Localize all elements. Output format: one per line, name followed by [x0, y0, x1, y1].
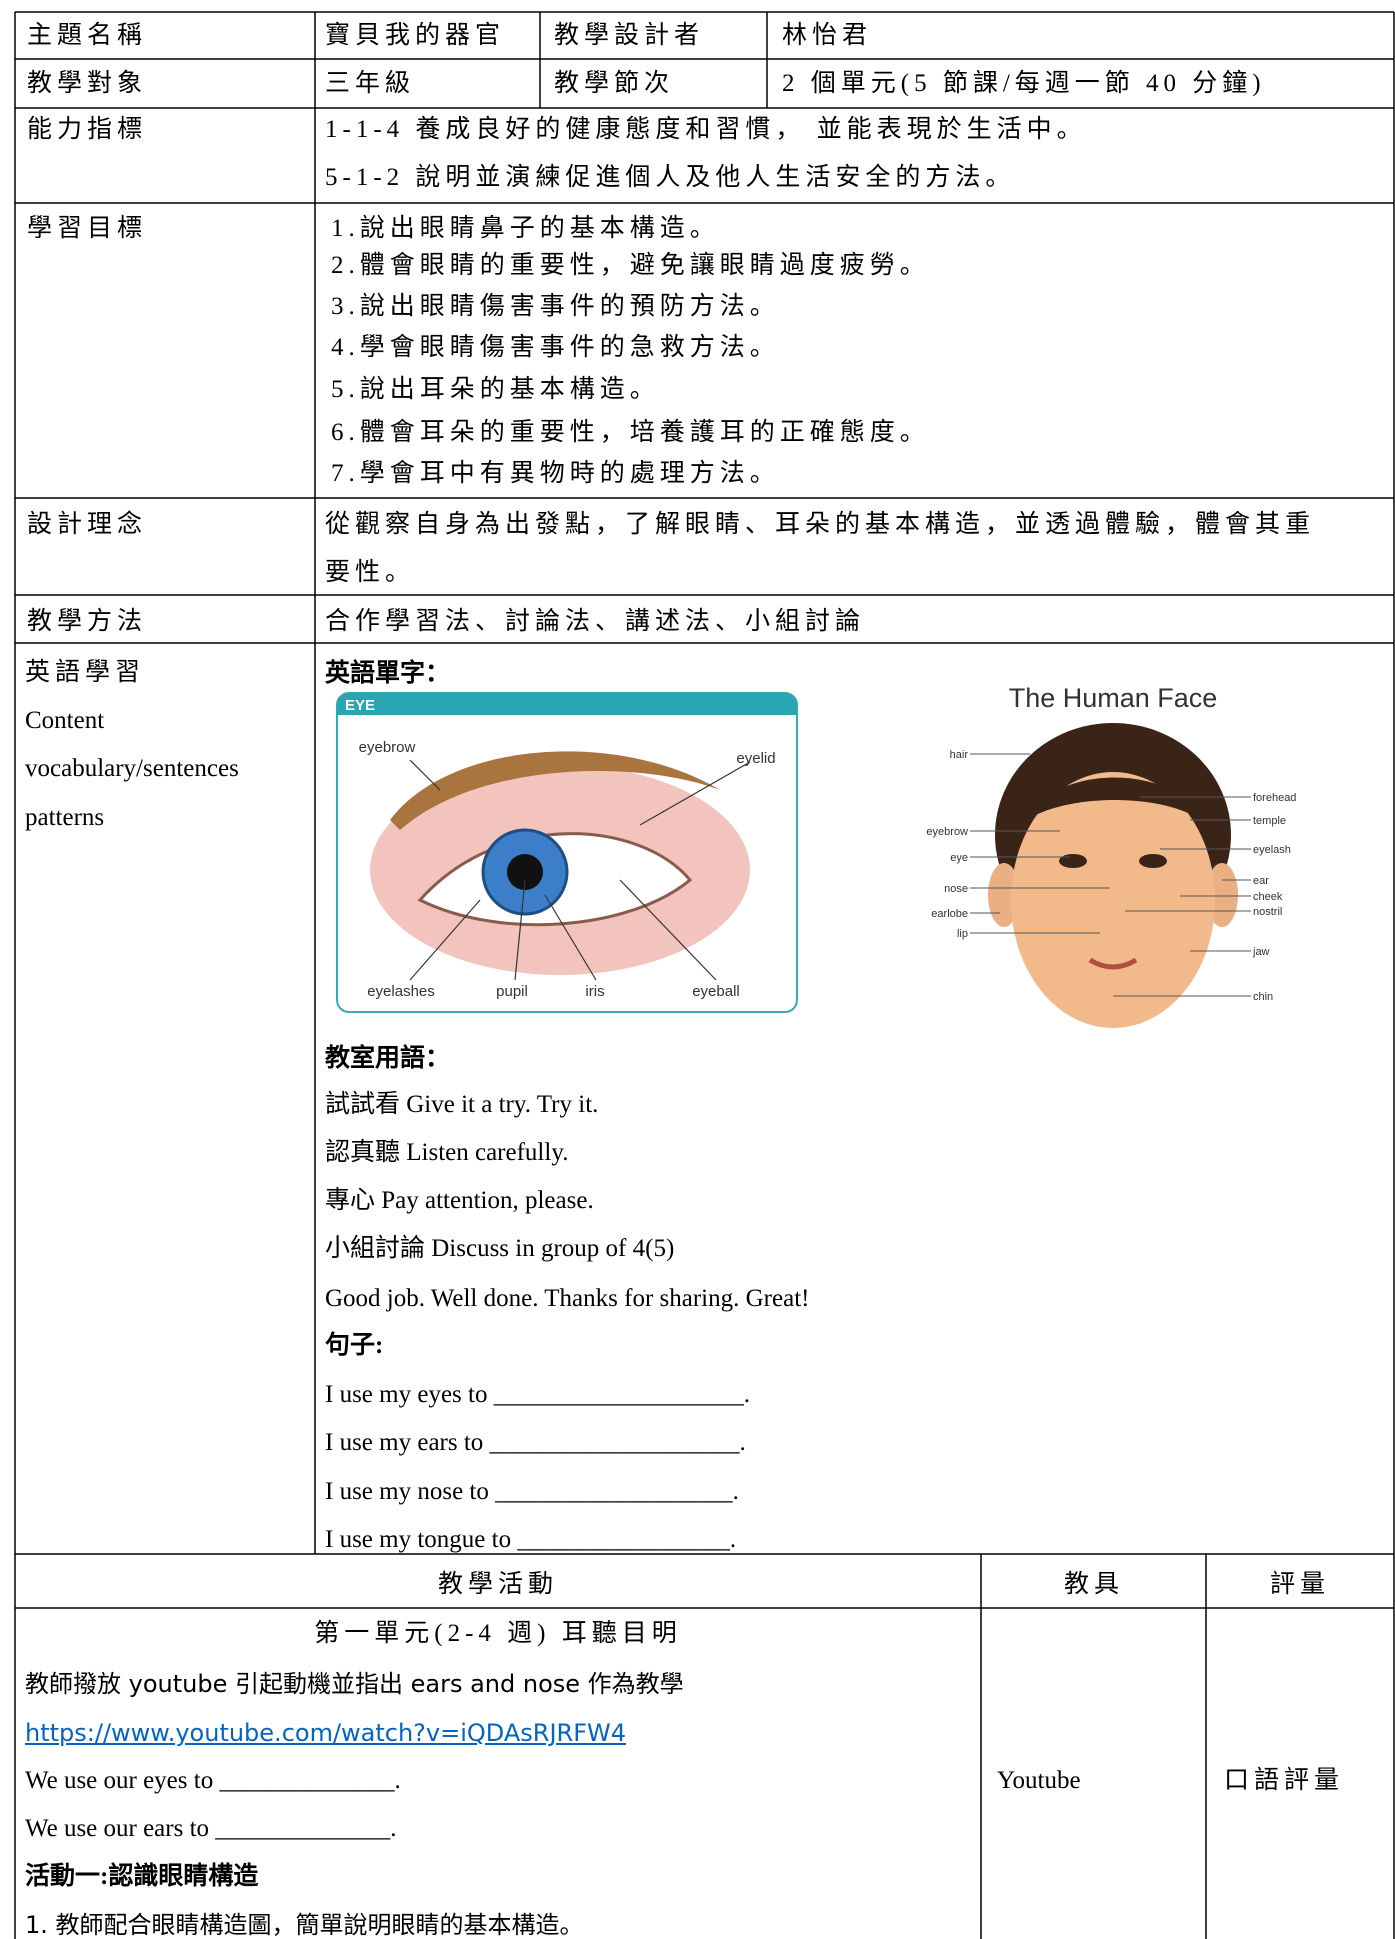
cell-text: 寶貝我的器官 [325, 22, 506, 49]
sentence: I use my eyes to ____________________. [325, 1381, 750, 1408]
phrase: Good job. Well done. Thanks for sharing.… [325, 1285, 810, 1312]
intro: 教師撥放 youtube 引起動機並指出 ears and nose 作為教學 [25, 1670, 684, 1698]
row-label: patterns [25, 804, 105, 831]
row-label: Content [25, 707, 105, 734]
method-text: 合作學習法、討論法、講述法、小組討論 [325, 608, 866, 635]
figure-label: hair [950, 749, 969, 761]
row-label: 設計理念 [27, 511, 148, 538]
row-label: vocabulary/sentences [25, 755, 239, 782]
heading: 英語單字： [325, 660, 451, 687]
goal-line: 1.說出眼睛鼻子的基本構造。 [331, 215, 720, 242]
activity-title: 活動一:認識眼睛構造 [25, 1863, 259, 1890]
cell-text: 教學設計者 [554, 22, 705, 49]
figure-label: earlobe [931, 908, 968, 920]
goal-line: 4.學會眼睛傷害事件的急救方法。 [331, 334, 780, 361]
phrase: 認真聽 Listen carefully. [325, 1139, 569, 1166]
phrase: 專心 Pay attention, please. [325, 1187, 594, 1214]
tool: Youtube [997, 1767, 1081, 1794]
figure-label: eyelash [1253, 844, 1291, 856]
step: 1. 教師配合眼睛構造圖，簡單說明眼睛的基本構造。 [25, 1911, 584, 1939]
column-header: 評量 [1269, 1571, 1331, 1598]
figure-label: eyebrow [359, 739, 416, 756]
sentence: We use our ears to ______________. [25, 1815, 397, 1842]
cell-text: 教學對象 [27, 70, 148, 97]
link[interactable]: https://www.youtube.com/watch?v=iQDAsRJR… [25, 1719, 627, 1747]
cell-text: 教學節次 [554, 70, 675, 97]
figure-label: lip [957, 928, 968, 940]
concept-line: 從觀察自身為出發點，了解眼睛、耳朵的基本構造，並透過體驗，體會其重 [325, 511, 1316, 538]
figure-label: temple [1253, 815, 1286, 827]
figure-label: nose [944, 883, 968, 895]
figure-label: eyebrow [926, 826, 968, 838]
eye-figure [336, 692, 798, 1013]
goal-line: 5.說出耳朵的基本構造。 [331, 376, 660, 403]
row-label: 能力指標 [27, 116, 148, 143]
figure-label: chin [1253, 991, 1273, 1003]
figure-label: forehead [1253, 792, 1296, 804]
figure-label: iris [585, 983, 604, 1000]
figure-label: ear [1253, 875, 1269, 887]
figure-title: EYE [345, 697, 375, 714]
figure-label: eye [950, 852, 968, 864]
ability-line: 5-1-2 說明並演練促進個人及他人生活安全的方法。 [325, 164, 1016, 191]
heading: 句子: [325, 1332, 384, 1359]
figure-title: The Human Face [1009, 683, 1218, 713]
row-label: 英語學習 [25, 659, 146, 686]
phrase: 小組討論 Discuss in group of 4(5) [325, 1235, 675, 1262]
figure-label: eyelashes [367, 983, 435, 1000]
ability-line: 1-1-4 養成良好的健康態度和習慣， 並能表現於生活中。 [325, 116, 1087, 143]
row-label: 學習目標 [27, 215, 148, 242]
row-label: 教學方法 [27, 608, 148, 635]
heading: 教室用語： [325, 1045, 451, 1072]
column-header: 教具 [1063, 1571, 1125, 1598]
figure-label: nostril [1253, 906, 1282, 918]
figure-label: jaw [1252, 946, 1270, 958]
goal-line: 3.說出眼睛傷害事件的預防方法。 [331, 293, 780, 320]
assessment: 口語評量 [1224, 1767, 1345, 1794]
cell-text: 林怡君 [782, 22, 873, 49]
goal-line: 6.體會耳朵的重要性，培養護耳的正確態度。 [331, 419, 930, 446]
cell-text: 主題名稱 [27, 22, 148, 49]
unit-title: 第一單元(2-4 週) 耳聽目明 [314, 1620, 682, 1647]
column-header: 教學活動 [437, 1571, 559, 1598]
face-figure [970, 723, 1251, 1028]
phrase: 試試看 Give it a try. Try it. [325, 1091, 599, 1118]
cell-text: 三年級 [325, 70, 416, 97]
sentence: I use my ears to ____________________. [325, 1429, 746, 1456]
figure-label: pupil [496, 983, 528, 1000]
figure-label: cheek [1253, 891, 1283, 903]
cell-text: 2 個單元(5 節課/每週一節 40 分鐘) [782, 70, 1266, 97]
figure-label: eyeball [692, 983, 740, 1000]
sentence: I use my tongue to _________________. [325, 1526, 737, 1553]
concept-line: 要性。 [325, 559, 416, 586]
sentence: I use my nose to ___________________. [325, 1478, 739, 1505]
goal-line: 7.學會耳中有異物時的處理方法。 [331, 460, 780, 487]
goal-line: 2.體會眼睛的重要性，避免讓眼睛過度疲勞。 [331, 252, 930, 279]
sentence: We use our eyes to ______________. [25, 1767, 401, 1794]
figure-label: eyelid [736, 750, 775, 767]
